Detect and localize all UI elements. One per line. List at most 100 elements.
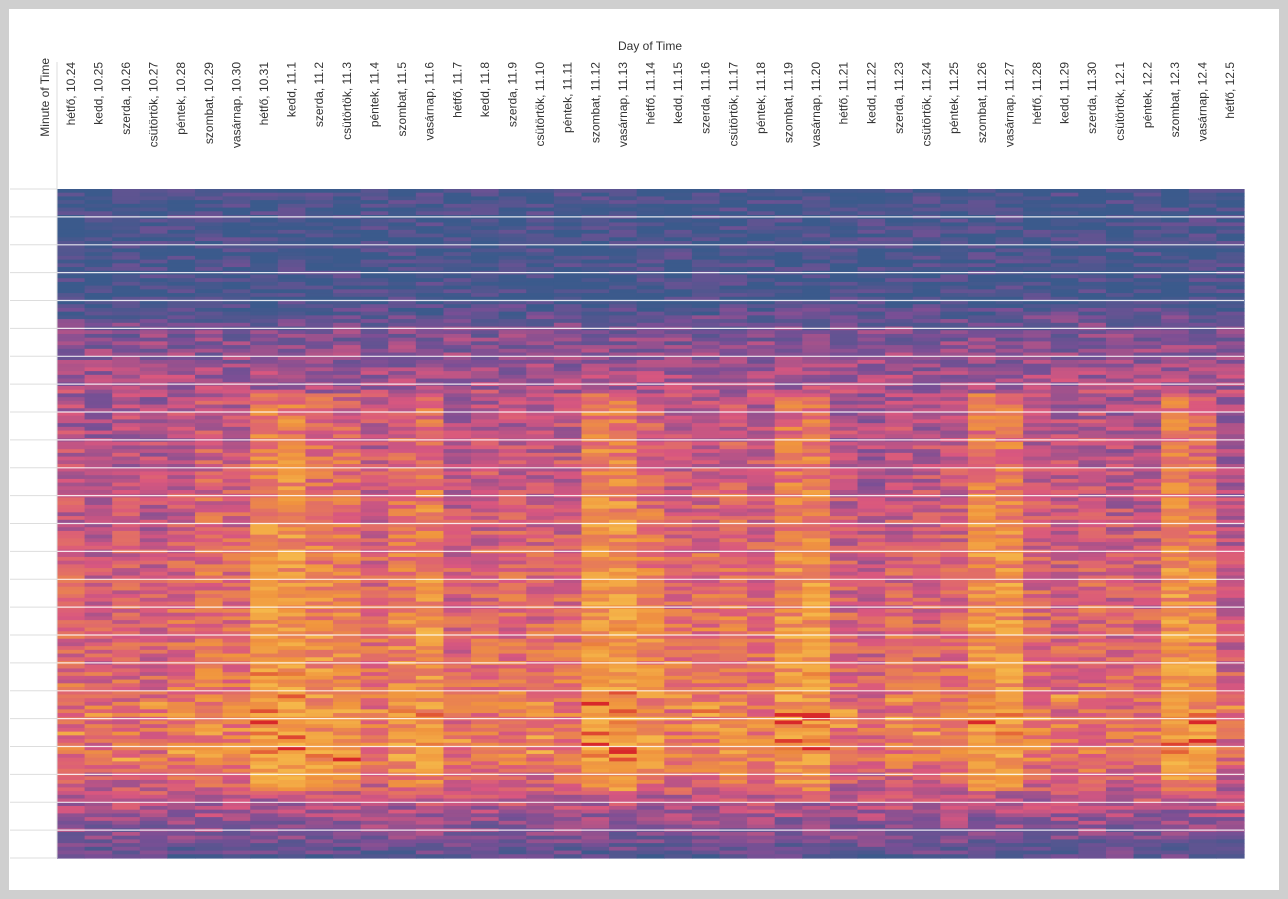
heatmap-cell <box>139 244 169 250</box>
heatmap-cell <box>553 434 583 439</box>
heatmap-cell <box>636 460 665 465</box>
heatmap-cell <box>498 612 527 618</box>
heatmap-cell <box>609 646 638 651</box>
heatmap-cell <box>250 426 279 432</box>
heatmap-cell <box>774 333 803 339</box>
heatmap-cell <box>84 761 113 766</box>
heatmap-cell <box>195 653 224 658</box>
heatmap-cell <box>57 831 86 837</box>
heatmap-cell <box>636 523 665 528</box>
heatmap-cell <box>360 794 389 800</box>
heatmap-cell <box>609 371 638 376</box>
heatmap-cell <box>609 590 638 595</box>
heatmap-cell <box>443 512 472 517</box>
heatmap-cell <box>250 189 279 194</box>
heatmap-cell <box>388 802 417 807</box>
heatmap-cell <box>222 768 251 774</box>
heatmap-cell <box>112 690 141 696</box>
heatmap-cell <box>57 560 86 565</box>
heatmap-cell <box>774 854 803 859</box>
heatmap-cell <box>222 519 251 525</box>
heatmap-cell <box>277 779 307 785</box>
heatmap-cell <box>195 482 224 487</box>
heatmap-cell <box>277 464 307 469</box>
heatmap-cell <box>112 207 141 212</box>
heatmap-cell <box>84 341 113 346</box>
heatmap-cell <box>222 779 251 785</box>
heatmap-cell <box>802 241 831 246</box>
heatmap-cell <box>664 259 693 264</box>
heatmap-cell <box>747 345 776 350</box>
heatmap-cell <box>498 337 527 342</box>
heatmap-cell <box>222 523 251 528</box>
heatmap-cell <box>250 475 279 480</box>
heatmap-cell <box>415 248 445 253</box>
heatmap-cell <box>609 319 638 324</box>
heatmap-cell <box>250 705 279 710</box>
heatmap-cell <box>526 831 555 837</box>
heatmap-cell <box>333 787 362 792</box>
heatmap-cell <box>57 415 86 421</box>
heatmap-cell <box>443 564 472 569</box>
heatmap-cell <box>305 359 334 365</box>
heatmap-cell <box>112 620 141 625</box>
heatmap-cell <box>277 389 307 395</box>
heatmap-cell <box>415 296 445 302</box>
heatmap-cell <box>526 582 555 588</box>
heatmap-cell <box>112 657 141 662</box>
heatmap-cell <box>471 330 500 335</box>
heatmap-cell <box>747 616 776 621</box>
heatmap-cell <box>526 352 555 357</box>
heatmap-cell <box>305 545 334 551</box>
heatmap-cell <box>664 393 693 398</box>
heatmap-cell <box>636 304 665 309</box>
heatmap-cell <box>719 267 748 272</box>
heatmap-cell <box>388 739 417 744</box>
heatmap-cell <box>581 374 610 380</box>
heatmap-cell <box>664 397 693 402</box>
heatmap-cell <box>250 776 279 781</box>
heatmap-cell <box>719 675 748 681</box>
heatmap-cell <box>691 527 721 532</box>
heatmap-cell <box>802 486 831 491</box>
heatmap-cell <box>250 679 279 684</box>
heatmap-cell <box>388 608 417 614</box>
heatmap-cell <box>195 831 224 837</box>
heatmap-cell <box>57 393 86 398</box>
heatmap-cell <box>222 579 251 584</box>
heatmap-cell <box>609 322 638 328</box>
heatmap-cell <box>277 735 307 740</box>
heatmap-cell <box>498 713 527 718</box>
heatmap-cell <box>526 642 555 647</box>
heatmap-cell <box>333 705 362 710</box>
heatmap-cell <box>250 259 279 264</box>
heatmap-cell <box>333 750 362 755</box>
heatmap-cell <box>277 449 307 454</box>
heatmap-cell <box>333 809 362 814</box>
heatmap-cell <box>526 627 555 632</box>
heatmap-cell <box>195 408 224 413</box>
heatmap-cell <box>333 530 362 536</box>
heatmap-cell <box>57 794 86 800</box>
heatmap-cell <box>415 404 445 409</box>
heatmap-cell <box>84 523 113 528</box>
heatmap-cell <box>443 385 472 391</box>
heatmap-cell <box>222 623 251 629</box>
heatmap-cell <box>57 530 86 536</box>
heatmap-cell <box>415 765 445 770</box>
heatmap-cell <box>664 620 693 625</box>
heatmap-cell <box>195 765 224 770</box>
heatmap-cell <box>360 263 389 268</box>
heatmap-cell <box>609 817 638 822</box>
heatmap-cell <box>609 724 638 729</box>
heatmap-cell <box>277 423 307 428</box>
heatmap-cell <box>195 471 224 476</box>
heatmap-cell <box>691 612 721 618</box>
heatmap-cell <box>333 192 362 198</box>
heatmap-cell <box>774 720 803 725</box>
heatmap-cell <box>277 783 307 788</box>
heatmap-cell <box>305 635 334 640</box>
heatmap-cell <box>636 423 665 428</box>
heatmap-cell <box>195 571 224 577</box>
heatmap-cell <box>471 542 500 547</box>
